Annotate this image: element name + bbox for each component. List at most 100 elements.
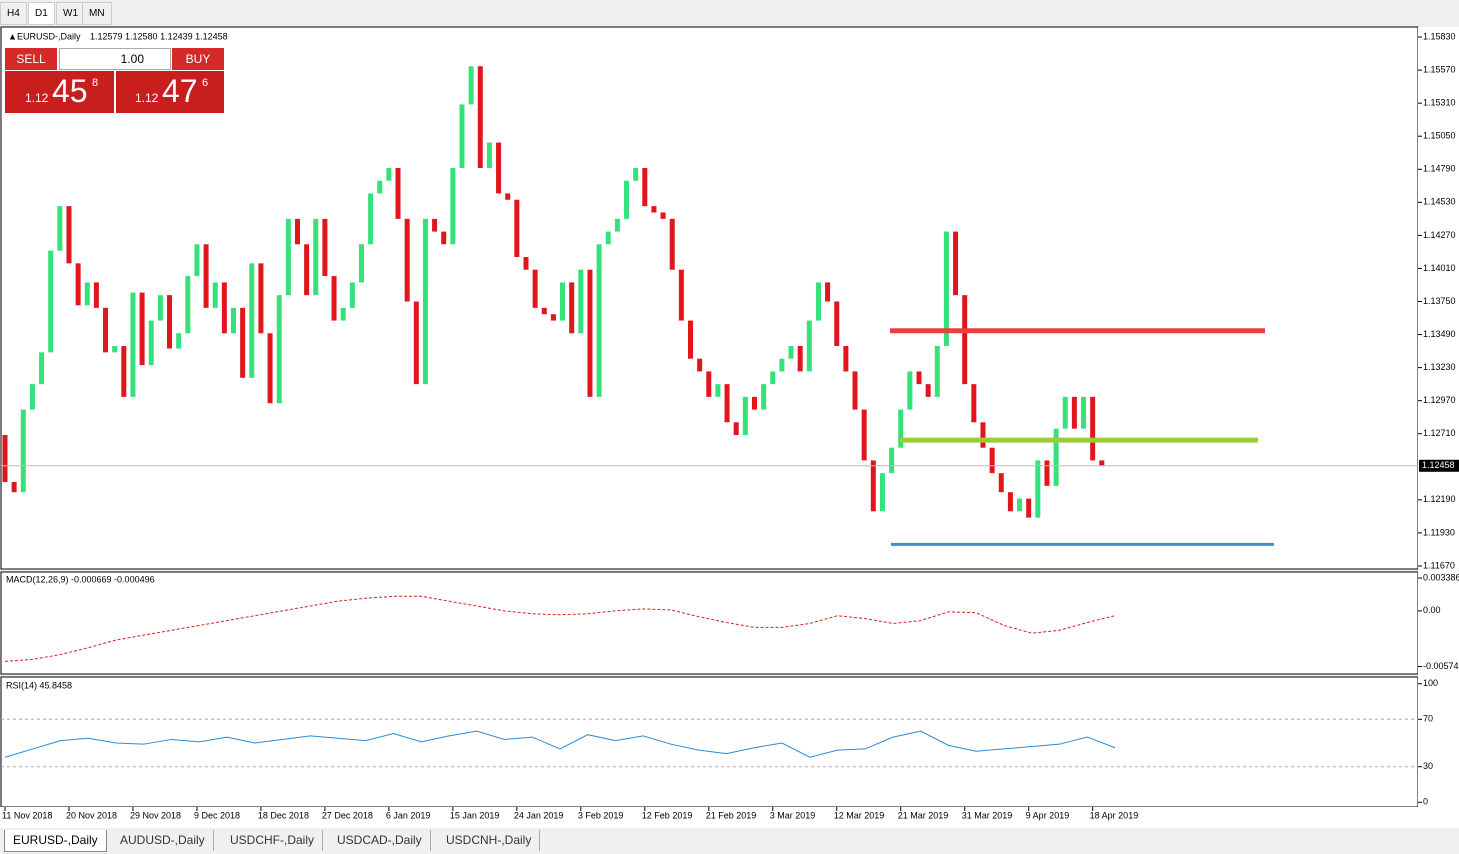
x-tick-label: 27 Dec 2018 (322, 810, 373, 820)
y-tick-label: 1.12970 (1423, 395, 1456, 405)
tab[interactable]: USDCHF-,Daily (222, 830, 323, 851)
timeframe[interactable]: H4 (0, 2, 27, 25)
sell-button[interactable]: SELL (5, 48, 57, 70)
axis-area (1418, 27, 1459, 807)
candle (907, 371, 913, 410)
current-price-label: 1.12458 (1422, 460, 1455, 470)
x-tick-label: 15 Jan 2019 (450, 810, 500, 820)
candle (560, 282, 566, 321)
candle (57, 206, 63, 251)
x-tick-label: 18 Dec 2018 (258, 810, 309, 820)
candle (797, 345, 803, 372)
candle (770, 371, 776, 385)
candle (614, 218, 620, 232)
candle (267, 333, 273, 404)
candle (834, 301, 840, 346)
candle (1007, 492, 1013, 512)
x-tick-label: 21 Feb 2019 (706, 810, 757, 820)
candle (276, 295, 282, 404)
candle (706, 371, 712, 397)
candle (413, 301, 419, 385)
x-tick-label: 21 Mar 2019 (898, 810, 949, 820)
y-tick-label: 1.13230 (1423, 362, 1456, 372)
candle (879, 473, 885, 512)
candle (11, 482, 17, 493)
candle (688, 320, 693, 359)
candle (532, 269, 538, 308)
candle (980, 422, 986, 448)
candle (642, 167, 648, 207)
y-tick-label: 1.12190 (1423, 494, 1456, 504)
candle (2, 435, 8, 483)
x-tick-label: 3 Feb 2019 (578, 810, 624, 820)
candle (889, 447, 895, 474)
timeframe[interactable]: D1 (28, 2, 55, 25)
tab[interactable]: USDCAD-,Daily (329, 830, 431, 851)
candle (998, 473, 1004, 493)
candle (751, 396, 757, 410)
candle (395, 167, 401, 219)
current-price-box (1419, 459, 1459, 472)
candle (1062, 396, 1068, 429)
candle (93, 282, 99, 308)
candle (441, 231, 447, 245)
candle (861, 409, 867, 461)
y-tick-label: 1.15310 (1423, 98, 1456, 108)
candle (450, 167, 456, 245)
candle (157, 295, 163, 321)
x-tick-label: 24 Jan 2019 (514, 810, 564, 820)
candle (39, 352, 45, 385)
price-sup: 6 (202, 77, 209, 89)
y-tick-label: 1.13750 (1423, 296, 1456, 306)
candle (806, 320, 812, 372)
tab[interactable]: EURUSD-,Daily (4, 830, 107, 852)
candle (569, 282, 575, 334)
candle (258, 263, 264, 334)
candle (75, 263, 81, 306)
symbol: ▲ (8, 31, 17, 41)
y-tick-label: 0.00 (1423, 605, 1441, 615)
price-prefix: 1.12 (135, 91, 159, 105)
price-big: 45 (52, 73, 88, 109)
lot-input[interactable]: 1.00 (59, 48, 171, 70)
candle (651, 206, 657, 213)
candle (697, 358, 703, 372)
candle (130, 292, 136, 397)
chart: ▲ EURUSD-,Daily 1.12579 1.12580 1.12439 … (0, 26, 1459, 828)
y-tick-label: 1.11670 (1423, 560, 1455, 570)
candle (185, 276, 191, 334)
candle (1044, 460, 1050, 486)
chart-title: EURUSD-,Daily (17, 31, 81, 41)
x-tick-label: 18 Apr 2019 (1090, 810, 1139, 820)
macd-title: MACD(12,26,9) -0.000669 -0.000496 (6, 574, 155, 584)
candle (285, 218, 291, 296)
y-tick-label: 1.15050 (1423, 131, 1456, 141)
candle (514, 199, 520, 257)
buy-button[interactable]: BUY (172, 48, 224, 70)
candle (742, 396, 748, 436)
tab[interactable]: USDCNH-,Daily (438, 830, 541, 851)
candle (624, 180, 630, 219)
tab[interactable]: AUDUSD-,Daily (112, 830, 214, 851)
candle (294, 218, 300, 245)
buy-price[interactable]: 1.12 47 6 (116, 71, 224, 113)
candle (386, 167, 392, 181)
y-tick-label: 100 (1423, 678, 1438, 688)
x-tick-label: 3 Mar 2019 (770, 810, 816, 820)
candle (194, 244, 200, 277)
candle (212, 282, 218, 308)
candle (368, 193, 374, 245)
candle (304, 244, 310, 296)
sell-price[interactable]: 1.12 45 8 (5, 71, 114, 113)
candle (815, 282, 821, 321)
timeframe[interactable]: MN (82, 2, 112, 25)
ohlc-info: 1.12579 1.12580 1.12439 1.12458 (90, 31, 228, 41)
candle (29, 384, 35, 410)
candle (103, 307, 109, 353)
candle (724, 384, 730, 423)
candle (898, 409, 904, 448)
candle (1099, 460, 1105, 466)
x-tick-label: 6 Jan 2019 (386, 810, 431, 820)
candle (203, 244, 209, 308)
